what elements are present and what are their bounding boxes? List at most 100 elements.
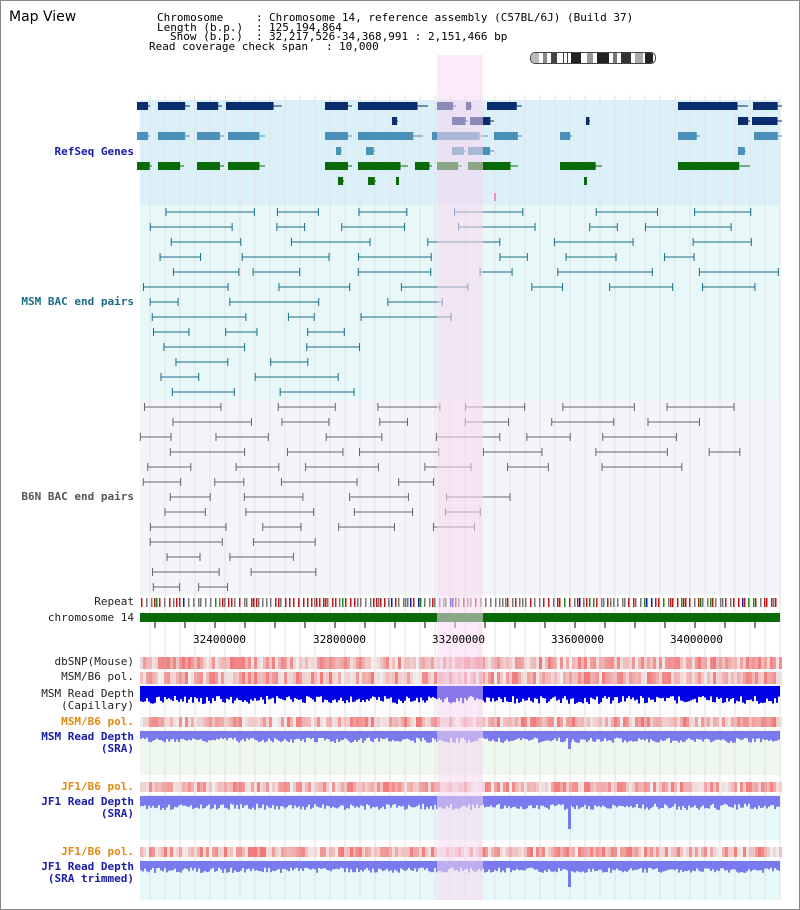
depth-bar	[180, 686, 182, 700]
repeat-mark	[285, 598, 287, 607]
depth-bar	[292, 861, 294, 871]
heat-cell	[701, 782, 704, 792]
heat-cell	[593, 782, 596, 792]
heat-cell	[164, 657, 167, 669]
heat-cell	[617, 657, 620, 669]
heat-cell	[206, 717, 209, 727]
repeat-mark	[154, 598, 156, 607]
depth-bar	[500, 731, 502, 743]
heat-cell	[197, 782, 200, 792]
heat-cell	[431, 672, 434, 684]
depth-bar	[492, 861, 494, 872]
heat-cell	[539, 782, 542, 792]
depth-bar	[226, 861, 228, 873]
heat-cell	[533, 672, 536, 684]
depth-bar	[518, 796, 520, 809]
depth-bar	[264, 796, 266, 810]
depth-bar	[768, 731, 770, 741]
depth-bar	[194, 861, 196, 868]
depth-bar	[292, 686, 294, 702]
heat-cell	[560, 717, 563, 727]
heat-cell	[176, 847, 179, 857]
depth-bar	[194, 686, 196, 698]
heat-cell	[485, 717, 488, 727]
depth-bar	[270, 796, 272, 809]
depth-bar	[302, 731, 304, 740]
depth-bar	[544, 796, 546, 808]
depth-bar	[426, 686, 428, 701]
depth-bar	[318, 861, 320, 869]
heat-cell	[566, 717, 569, 727]
depth-bar	[630, 731, 632, 741]
depth-bar	[218, 796, 220, 809]
heat-cell	[632, 782, 635, 792]
repeat-mark	[710, 598, 712, 607]
heat-cell	[500, 657, 503, 669]
heat-cell	[608, 847, 611, 857]
depth-bar	[150, 731, 152, 743]
heat-cell	[356, 782, 359, 792]
heat-cell	[617, 717, 620, 727]
heat-cell	[683, 717, 686, 727]
repeat-mark	[702, 598, 704, 607]
repeat-mark	[773, 598, 775, 607]
depth-bar	[608, 796, 610, 809]
heat-cell	[323, 717, 326, 727]
heat-cell	[389, 782, 392, 792]
heat-cell	[653, 717, 656, 727]
depth-bar	[420, 686, 422, 698]
heat-cell	[155, 847, 158, 857]
repeat-mark	[553, 598, 555, 607]
depth-bar	[636, 861, 638, 870]
chromosome-ideogram[interactable]	[530, 52, 656, 64]
gene-exon	[338, 177, 344, 185]
depth-bar	[676, 796, 678, 810]
depth-bar	[722, 861, 724, 869]
heat-cell	[377, 847, 380, 857]
heat-cell	[755, 657, 758, 669]
heat-cell	[770, 717, 773, 727]
heat-cell	[239, 847, 242, 857]
heat-cell	[620, 782, 623, 792]
heat-cell	[656, 847, 659, 857]
depth-bar	[690, 731, 692, 740]
heat-cell	[140, 672, 143, 684]
depth-bar	[752, 731, 754, 739]
depth-bar	[640, 686, 642, 697]
depth-bar	[168, 731, 170, 742]
depth-bar	[412, 796, 414, 808]
depth-bar	[528, 731, 530, 741]
heat-cell	[632, 672, 635, 684]
depth-bar	[712, 686, 714, 703]
heat-cell	[299, 847, 302, 857]
depth-bar	[208, 731, 210, 741]
depth-bar	[234, 731, 236, 738]
heat-cell	[224, 657, 227, 669]
heat-cell	[548, 657, 551, 669]
heat-cell	[152, 782, 155, 792]
repeat-mark	[644, 598, 646, 607]
heat-cell	[284, 672, 287, 684]
heat-cell	[278, 717, 281, 727]
depth-bar	[354, 731, 356, 740]
heat-cell	[251, 672, 254, 684]
heat-cell	[194, 717, 197, 727]
depth-bar	[684, 861, 686, 872]
heat-cell	[749, 657, 752, 669]
heat-cell	[521, 847, 524, 857]
depth-bar	[210, 686, 212, 704]
depth-bar	[384, 861, 386, 871]
heat-cell	[374, 672, 377, 684]
heat-cell	[752, 672, 755, 684]
depth-bar	[290, 686, 292, 700]
heat-cell	[209, 672, 212, 684]
heat-cell	[554, 717, 557, 727]
depth-bar	[362, 796, 364, 806]
depth-bar	[590, 796, 592, 810]
heat-cell	[668, 847, 671, 857]
heat-cell	[701, 672, 704, 684]
depth-bar	[590, 731, 592, 738]
depth-bar	[386, 686, 388, 699]
depth-bar	[186, 861, 188, 869]
